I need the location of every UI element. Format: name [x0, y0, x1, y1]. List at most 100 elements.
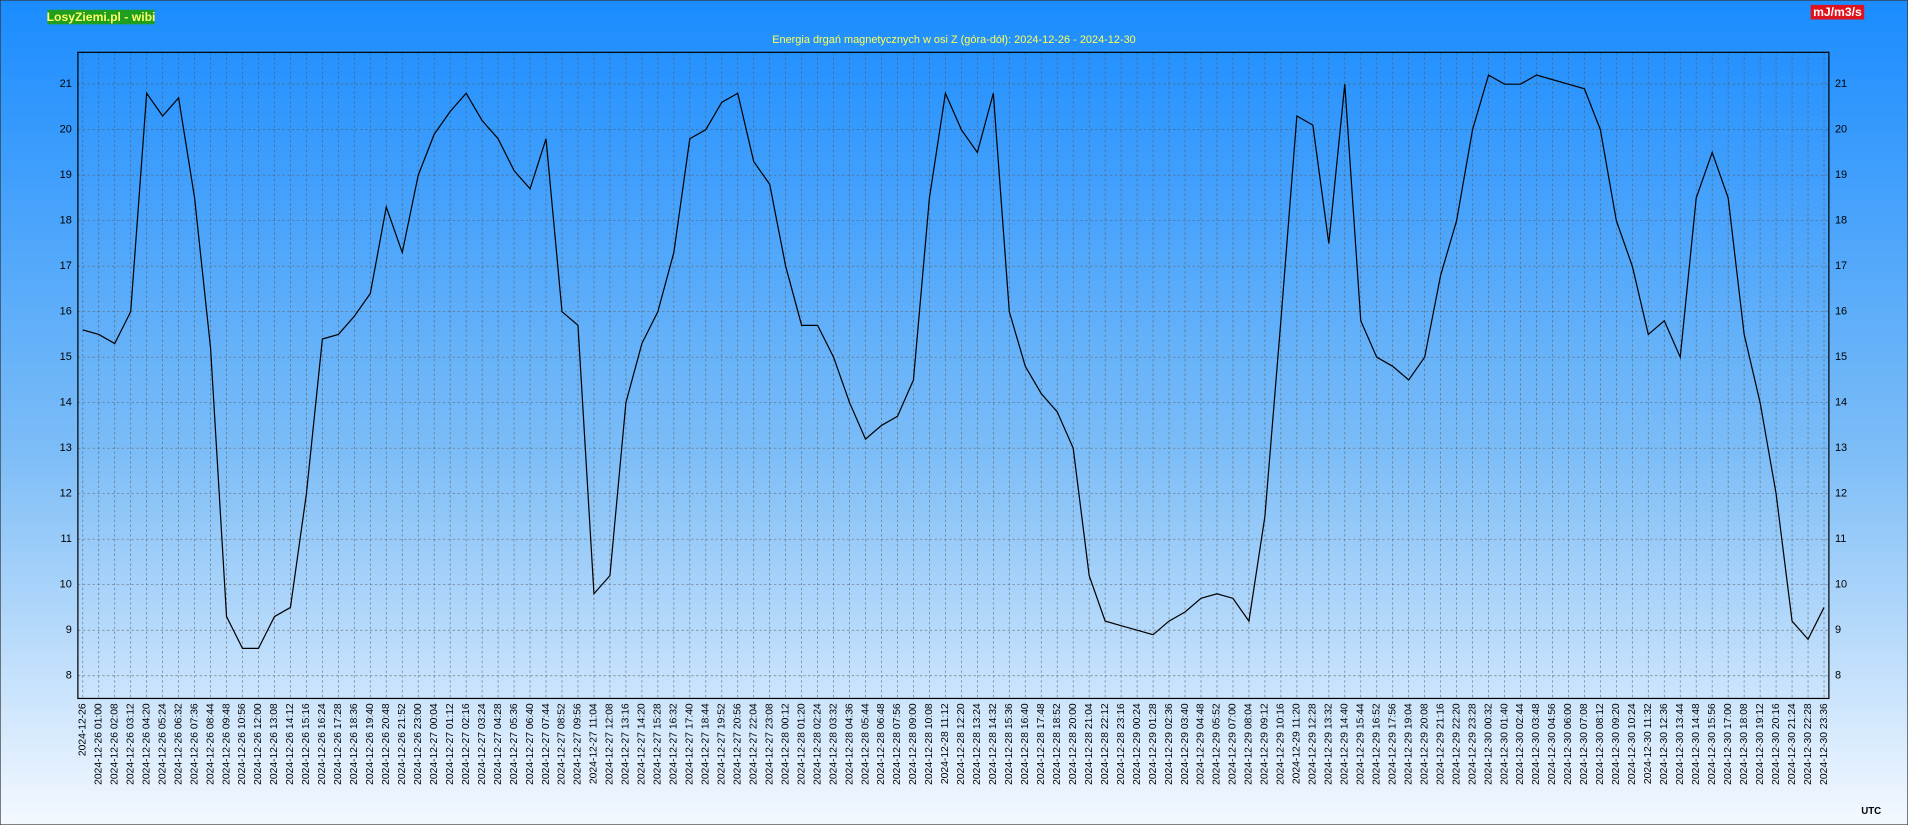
x-tick-label: 2024-12-26 18:36	[349, 703, 360, 785]
y-tick-label: 20	[60, 124, 72, 136]
y-tick-label: 17	[60, 260, 72, 272]
x-tick-label: 2024-12-26 21:52	[397, 703, 408, 785]
y-tick-label: 13	[60, 442, 72, 454]
x-tick-label: 2024-12-27 01:12	[445, 703, 456, 785]
y-tick-label: 10	[60, 579, 72, 591]
x-tick-label: 2024-12-30 20:16	[1771, 703, 1782, 785]
x-tick-label: 2024-12-26 23:00	[413, 703, 424, 785]
x-tick-label: 2024-12-28 16:40	[1020, 703, 1031, 785]
y-tick-label: 15	[60, 351, 72, 363]
y-tick-label-right: 9	[1835, 624, 1841, 636]
x-tick-label: 2024-12-30 21:24	[1787, 703, 1798, 785]
timezone: UTC	[1861, 806, 1881, 817]
x-tick-label: 2024-12-26 08:44	[205, 703, 216, 785]
x-tick-label: 2024-12-30 19:12	[1755, 703, 1766, 785]
x-tick-label: 2024-12-27 05:36	[509, 703, 520, 785]
x-tick-label: 2024-12-27 03:24	[477, 703, 488, 785]
x-tick-label: 2024-12-30 12:36	[1659, 703, 1670, 785]
x-tick-label: 2024-12-29 21:16	[1435, 703, 1446, 785]
x-tick-label: 2024-12-29 14:40	[1340, 703, 1351, 785]
x-tick-label: 2024-12-28 05:44	[860, 703, 871, 785]
x-tick-label: 2024-12-26 20:48	[381, 703, 392, 785]
x-tick-label: 2024-12-27 14:20	[637, 703, 648, 785]
x-tick-label: 2024-12-29 03:40	[1180, 703, 1191, 785]
x-tick-label: 2024-12-27 09:56	[573, 703, 584, 785]
x-tick-label: 2024-12-28 18:52	[1052, 703, 1063, 785]
x-tick-label: 2024-12-28 07:56	[892, 703, 903, 785]
y-tick-label-right: 10	[1835, 579, 1847, 591]
y-tick-label-right: 11	[1835, 533, 1846, 545]
x-tick-label: 2024-12-26 04:20	[141, 703, 152, 785]
x-tick-label: 2024-12-28 23:16	[1116, 703, 1127, 785]
x-tick-label: 2024-12-26 05:24	[157, 703, 168, 785]
x-tick-label: 2024-12-26 01:00	[93, 703, 104, 785]
x-tick-label: 2024-12-30 06:00	[1563, 703, 1574, 785]
x-tick-label: 2024-12-30 11:32	[1643, 703, 1654, 784]
y-tick-label-right: 20	[1835, 124, 1847, 136]
x-tick-label: 2024-12-30 23:36	[1819, 703, 1830, 785]
plot: 8 8 9 9 10 10 11 11 12 12 13 13 14 14 15 15 16 16 17 17 18 18…	[60, 52, 1847, 785]
x-tick-label: 2024-12-28 01:20	[796, 703, 807, 785]
x-tick-label: 2024-12-27 19:52	[716, 703, 727, 785]
x-tick-label: 2024-12-29 00:24	[1132, 703, 1143, 785]
x-tick-label: 2024-12-30 00:32	[1483, 703, 1494, 785]
x-tick-label: 2024-12-27 20:56	[732, 703, 743, 785]
x-tick-label: 2024-12-30 03:48	[1531, 703, 1542, 785]
x-tick-label: 2024-12-28 15:36	[1004, 703, 1015, 785]
x-tick-label: 2024-12-29 16:52	[1371, 703, 1382, 785]
y-tick-label-right: 21	[1835, 78, 1847, 90]
unit-badge	[1810, 4, 1865, 20]
x-tick-label: 2024-12-26 13:08	[269, 703, 280, 785]
x-tick-label: 2024-12-27 06:40	[525, 703, 536, 785]
x-tick-label: 2024-12-29 09:12	[1260, 703, 1271, 785]
x-tick-label: 2024-12-29 23:28	[1467, 703, 1478, 785]
y-tick-label-right: 19	[1835, 169, 1847, 181]
brand-badge	[47, 9, 155, 25]
y-tick-label-right: 15	[1835, 351, 1847, 363]
x-tick-label: 2024-12-26 09:48	[221, 703, 232, 785]
y-tick-label-right: 18	[1835, 215, 1847, 227]
x-tick-label: 2024-12-30 17:00	[1723, 703, 1734, 785]
x-tick-label: 2024-12-29 19:04	[1403, 703, 1414, 785]
x-tick-label: 2024-12-28 22:12	[1100, 703, 1111, 785]
x-tick-label: 2024-12-30 02:44	[1515, 703, 1526, 785]
x-tick-label: 2024-12-27 16:32	[669, 703, 680, 785]
x-tick-label: 2024-12-29 15:44	[1355, 703, 1366, 785]
y-tick-label-right: 13	[1835, 442, 1847, 454]
x-tick-label: 2024-12-26	[77, 703, 88, 756]
x-tick-label: 2024-12-28 12:20	[956, 703, 967, 785]
y-tick-label-right: 16	[1835, 306, 1847, 318]
x-tick-label: 2024-12-30 07:08	[1579, 703, 1590, 785]
x-tick-label: 2024-12-26 07:36	[189, 703, 200, 785]
x-tick-label: 2024-12-27 22:04	[748, 703, 759, 785]
x-tick-label: 2024-12-30 01:40	[1499, 703, 1510, 785]
x-tick-label: 2024-12-28 03:32	[828, 703, 839, 785]
x-tick-label: 2024-12-30 13:44	[1675, 703, 1686, 785]
y-tick-label: 21	[60, 78, 72, 90]
x-tick-label: 2024-12-27 07:44	[541, 703, 552, 785]
y-tick-label-right: 8	[1835, 670, 1841, 682]
y-tick-label: 18	[60, 215, 72, 227]
x-tick-label: 2024-12-29 04:48	[1196, 703, 1207, 785]
x-tick-label: 2024-12-28 06:48	[876, 703, 887, 785]
unit: mJ/m3/s	[1813, 5, 1862, 19]
x-tick-label: 2024-12-27 23:08	[764, 703, 775, 785]
x-tick-label: 2024-12-27 12:08	[605, 703, 616, 785]
x-tick-label: 2024-12-29 22:20	[1451, 703, 1462, 785]
y-tick-label-right: 17	[1835, 260, 1847, 272]
x-tick-label: 2024-12-26 14:12	[285, 703, 296, 785]
x-tick-label: 2024-12-28 21:04	[1084, 703, 1095, 785]
chart-title: Energia drgań magnetycznych w osi Z (gór…	[772, 34, 1136, 46]
x-tick-label: 2024-12-27 17:40	[685, 703, 696, 785]
y-tick-label-right: 12	[1835, 488, 1847, 500]
x-tick-label: 2024-12-26 06:32	[173, 703, 184, 785]
x-tick-label: 2024-12-30 18:08	[1739, 703, 1750, 785]
x-tick-label: 2024-12-30 09:20	[1611, 703, 1622, 785]
x-tick-label: 2024-12-30 04:56	[1547, 703, 1558, 785]
x-tick-label: 2024-12-29 20:08	[1419, 703, 1430, 785]
x-tick-label: 2024-12-29 08:04	[1244, 703, 1255, 785]
x-tick-label: 2024-12-27 08:52	[557, 703, 568, 785]
